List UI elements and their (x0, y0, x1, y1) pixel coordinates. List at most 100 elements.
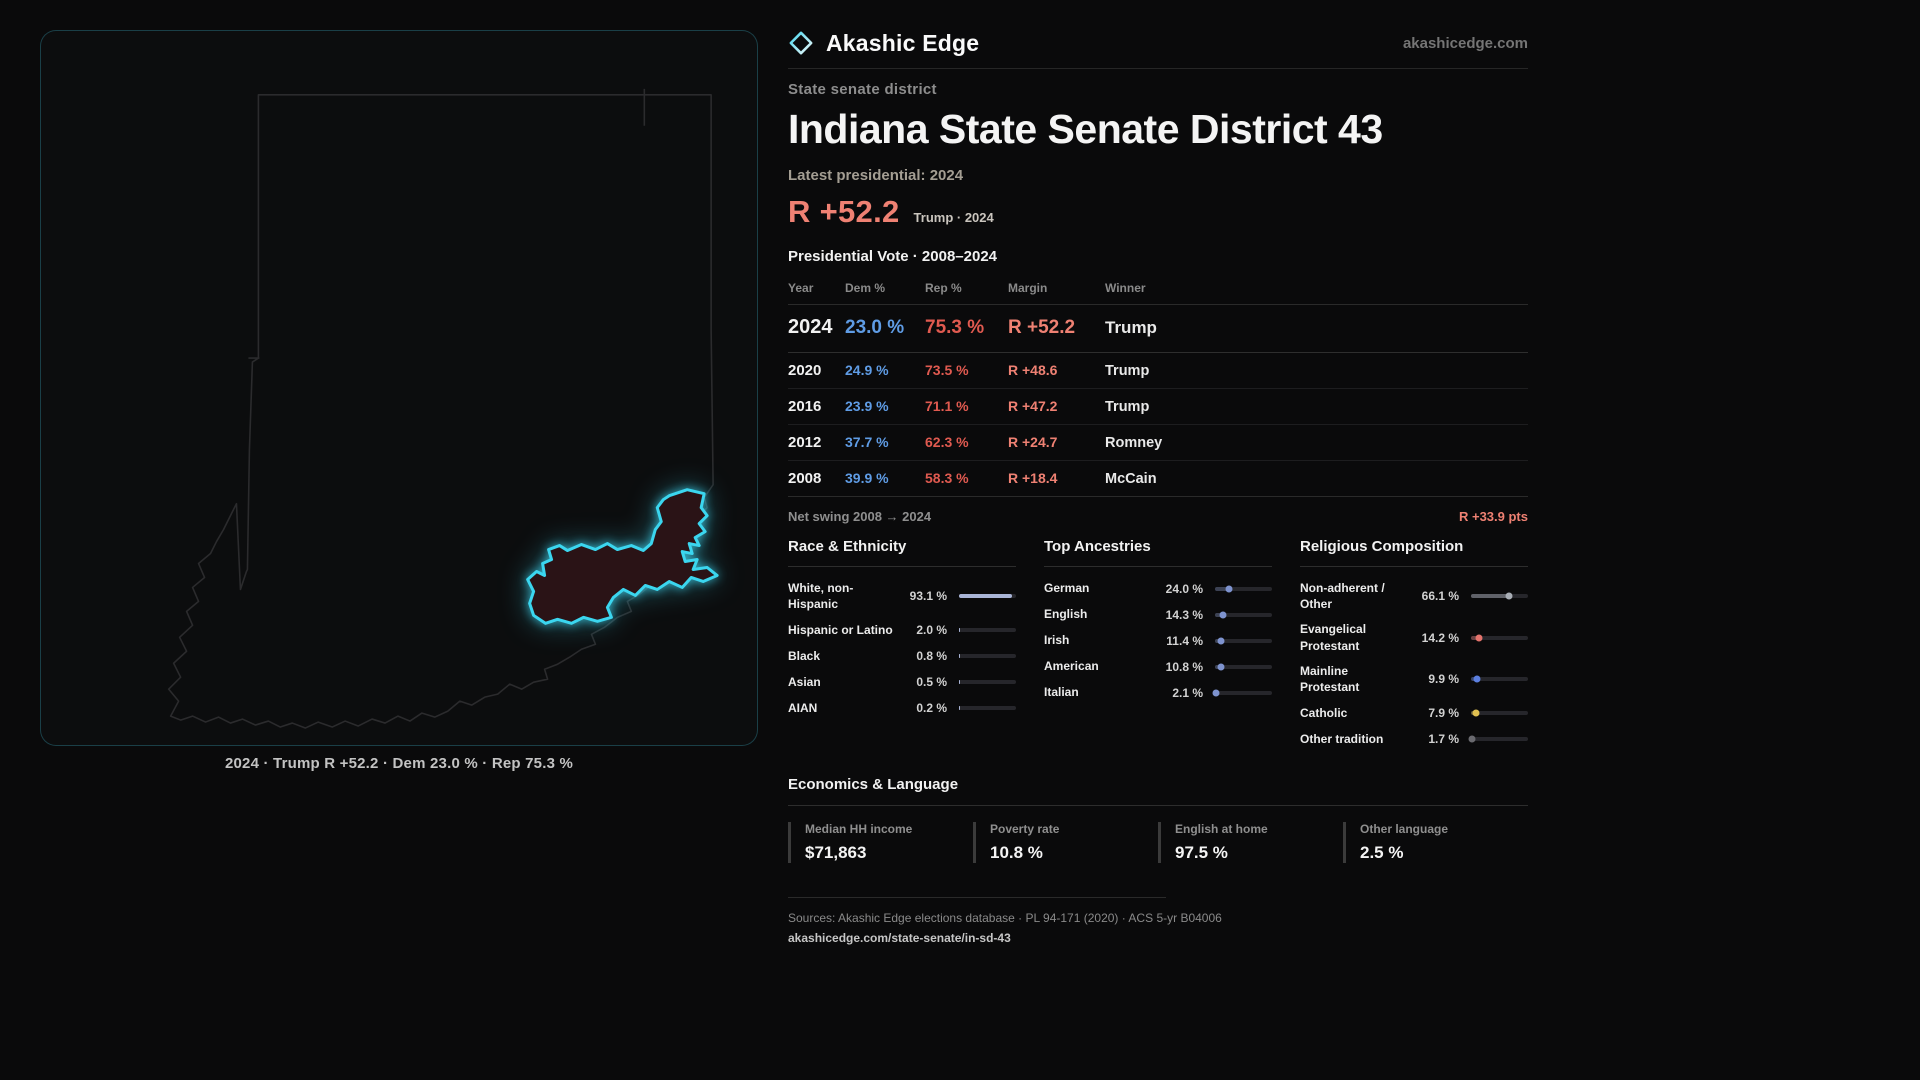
cell-dem: 23.0 % (845, 317, 905, 338)
cell-margin: R +52.2 (1008, 317, 1076, 338)
demo-value: 0.5 % (916, 674, 947, 689)
demo-label: American (1044, 659, 1099, 674)
cell-year: 2024 (788, 316, 833, 338)
col-dem: Dem % (845, 281, 886, 295)
cell-year: 2016 (788, 398, 822, 415)
demo-value: 0.8 % (916, 648, 947, 663)
ancestries-column: Top Ancestries German 24.0 % English 14.… (1044, 538, 1272, 756)
bar-dot (1212, 689, 1220, 696)
bar-dot (1219, 611, 1227, 618)
cell-dem: 24.9 % (845, 362, 889, 378)
col-winner: Winner (1105, 281, 1146, 295)
stat-value: 97.5 % (1175, 843, 1228, 863)
cell-dem: 39.9 % (845, 470, 889, 486)
cell-winner: Trump (1105, 363, 1150, 379)
demo-row: Evangelical Protestant 14.2 % (1300, 621, 1528, 653)
demo-bar (1471, 592, 1528, 600)
page-title: Indiana State Senate District 43 (788, 106, 1383, 152)
footer-divider (788, 897, 1166, 899)
footer-link[interactable]: akashicedge.com/state-senate/in-sd-43 (788, 931, 1011, 946)
demo-value: 14.2 % (1421, 630, 1459, 645)
district-shape[interactable] (526, 488, 719, 625)
ancestries-title: Top Ancestries (1044, 538, 1272, 567)
demo-label: Irish (1044, 633, 1070, 648)
state-outline (167, 94, 714, 729)
col-year: Year (788, 281, 814, 295)
demo-label: German (1044, 581, 1090, 596)
col-margin: Margin (1008, 281, 1048, 295)
demo-label: English (1044, 607, 1088, 622)
net-swing: Net swing 2008 → 2024 R +33.9 pts (788, 509, 1528, 524)
economics-title: Economics & Language (788, 776, 1528, 807)
stat-value: 2.5 % (1360, 843, 1404, 863)
demo-label: AIAN (788, 700, 818, 715)
cell-margin: R +47.2 (1008, 398, 1058, 414)
stat-median-income: Median HH income $71,863 (788, 822, 973, 864)
demo-label: Italian (1044, 685, 1079, 700)
demo-label: Other tradition (1300, 731, 1384, 746)
demo-bar (1215, 611, 1272, 618)
table-row: 2008 39.9 % 58.3 % R +18.4 McCain (788, 461, 1528, 497)
demo-row: English 14.3 % (1044, 606, 1272, 623)
demo-value: 7.9 % (1428, 705, 1459, 720)
stat-other-language: Other language 2.5 % (1343, 822, 1528, 864)
demographics-section: Race & Ethnicity White, non-Hispanic 93.… (788, 538, 1528, 756)
demo-value: 11.4 % (1166, 633, 1203, 648)
latest-label: Latest presidential: 2024 (788, 167, 964, 184)
stat-label: Poverty rate (990, 822, 1060, 837)
net-swing-label: Net swing 2008 → 2024 (788, 509, 932, 524)
cell-rep: 73.5 % (925, 362, 969, 378)
net-swing-value: R +33.9 pts (1458, 509, 1528, 524)
cell-winner: Trump (1105, 318, 1157, 337)
demo-row: Italian 2.1 % (1044, 684, 1272, 701)
stat-value: 10.8 % (990, 843, 1043, 863)
cell-rep: 62.3 % (925, 434, 969, 450)
col-rep: Rep % (925, 281, 962, 295)
demo-row: Asian 0.5 % (788, 673, 1016, 690)
demo-row: Irish 11.4 % (1044, 632, 1272, 649)
table-row: 2016 23.9 % 71.1 % R +47.2 Trump (788, 389, 1528, 425)
demo-value: 14.3 % (1165, 607, 1203, 622)
demo-row: German 24.0 % (1044, 580, 1272, 597)
indiana-map (167, 88, 719, 729)
demo-bar (959, 627, 1016, 632)
cell-year: 2020 (788, 362, 822, 379)
stat-english-home: English at home 97.5 % (1158, 822, 1343, 864)
cell-dem: 37.7 % (845, 434, 889, 450)
demo-bar (1215, 663, 1272, 670)
demo-row: Hispanic or Latino 2.0 % (788, 621, 1016, 638)
cell-winner: Trump (1105, 399, 1150, 415)
demo-bar (1471, 634, 1528, 642)
economics-stats: Median HH income $71,863 Poverty rate 10… (788, 822, 1528, 864)
table-row: 2024 23.0 % 75.3 % R +52.2 Trump (788, 305, 1528, 353)
demo-label: Asian (788, 674, 821, 689)
demo-row: Other tradition 1.7 % (1300, 730, 1528, 747)
vote-table-header: Year Dem % Rep % Margin Winner (788, 275, 1528, 305)
demo-bar (1215, 637, 1272, 644)
margin-context: Trump · 2024 (913, 210, 994, 225)
site-link[interactable]: akashicedge.com (1402, 34, 1528, 52)
kicker: State senate district (788, 81, 937, 98)
demo-value: 66.1 % (1421, 589, 1459, 604)
vote-table: Year Dem % Rep % Margin Winner 2024 23.0… (788, 275, 1528, 497)
demo-bar (1212, 689, 1272, 696)
bar-dot (1225, 585, 1233, 592)
header: Akashic Edge akashicedge.com (788, 26, 1528, 60)
demo-bar (1215, 585, 1272, 592)
brand-name: Akashic Edge (826, 29, 980, 56)
religion-column: Religious Composition Non-adherent / Oth… (1300, 538, 1528, 756)
demo-bar (959, 705, 1016, 710)
demo-value: 10.8 % (1165, 659, 1203, 674)
demo-bar (959, 594, 1016, 599)
demo-row: Black 0.8 % (788, 647, 1016, 664)
bar-dot (1473, 675, 1481, 683)
stat-poverty-rate: Poverty rate 10.8 % (973, 822, 1158, 864)
demo-label: Catholic (1300, 705, 1348, 720)
cell-rep: 71.1 % (925, 398, 969, 414)
demo-label: Evangelical Protestant (1300, 622, 1367, 653)
demo-value: 2.1 % (1172, 685, 1203, 700)
table-row: 2020 24.9 % 73.5 % R +48.6 Trump (788, 353, 1528, 389)
demo-value: 9.9 % (1428, 671, 1459, 686)
demo-bar (1468, 735, 1528, 743)
stat-label: Median HH income (805, 822, 913, 837)
